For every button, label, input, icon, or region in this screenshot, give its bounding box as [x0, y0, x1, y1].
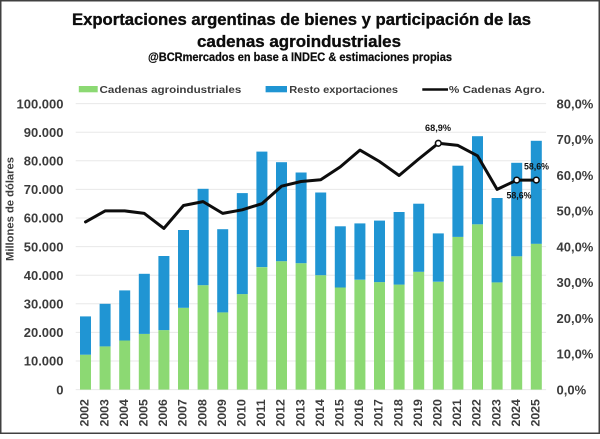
svg-text:2016: 2016 — [354, 399, 366, 426]
svg-text:58,6%: 58,6% — [524, 161, 549, 172]
svg-text:% Cadenas Agro.: % Cadenas Agro. — [449, 85, 545, 96]
svg-text:80.000: 80.000 — [24, 154, 64, 169]
svg-text:58,6%: 58,6% — [507, 190, 532, 201]
svg-text:30,0%: 30,0% — [557, 275, 594, 290]
svg-text:2019: 2019 — [413, 399, 425, 426]
svg-text:70.000: 70.000 — [24, 182, 64, 197]
svg-text:50.000: 50.000 — [24, 239, 64, 254]
svg-text:2002: 2002 — [80, 399, 92, 426]
svg-text:2004: 2004 — [119, 399, 131, 427]
svg-text:20.000: 20.000 — [24, 325, 64, 340]
svg-text:2010: 2010 — [237, 399, 249, 426]
svg-text:@BCRmercados en base a INDEC &: @BCRmercados en base a INDEC & estimacio… — [148, 50, 452, 64]
svg-text:30.000: 30.000 — [24, 297, 64, 312]
svg-text:2015: 2015 — [335, 399, 347, 427]
svg-text:60.000: 60.000 — [24, 211, 64, 226]
svg-text:2018: 2018 — [393, 399, 405, 427]
svg-text:Cadenas agroindustriales: Cadenas agroindustriales — [100, 85, 242, 96]
svg-text:2020: 2020 — [433, 399, 445, 426]
svg-text:2014: 2014 — [315, 399, 327, 427]
svg-text:2011: 2011 — [256, 399, 268, 427]
svg-text:Resto exportaciones: Resto exportaciones — [289, 85, 398, 96]
svg-text:50,0%: 50,0% — [557, 204, 594, 219]
svg-text:2007: 2007 — [178, 399, 190, 426]
svg-text:90.000: 90.000 — [24, 125, 64, 140]
svg-text:2017: 2017 — [374, 399, 386, 426]
svg-text:2022: 2022 — [472, 399, 484, 426]
svg-text:2003: 2003 — [99, 399, 111, 426]
svg-text:100.000: 100.000 — [17, 96, 64, 111]
svg-text:10.000: 10.000 — [24, 354, 64, 369]
svg-text:68,9%: 68,9% — [425, 123, 451, 134]
svg-text:2025: 2025 — [531, 399, 543, 427]
svg-text:60,0%: 60,0% — [557, 168, 594, 183]
svg-text:40,0%: 40,0% — [557, 239, 594, 254]
svg-text:2021: 2021 — [452, 399, 464, 427]
svg-text:2006: 2006 — [158, 399, 170, 426]
svg-text:2008: 2008 — [197, 399, 209, 427]
svg-text:40.000: 40.000 — [24, 268, 64, 283]
svg-text:2024: 2024 — [511, 399, 523, 427]
svg-text:10,0%: 10,0% — [557, 347, 594, 362]
svg-text:0,0%: 0,0% — [557, 382, 587, 397]
svg-text:0: 0 — [56, 382, 63, 397]
svg-text:20,0%: 20,0% — [557, 311, 594, 326]
svg-text:Millones de dólares: Millones de dólares — [5, 157, 17, 261]
svg-text:Exportaciones argentinas de bi: Exportaciones argentinas de bienes y par… — [72, 11, 531, 29]
svg-text:2013: 2013 — [295, 399, 307, 426]
svg-text:80,0%: 80,0% — [557, 96, 594, 111]
svg-text:2005: 2005 — [139, 399, 151, 427]
svg-text:2009: 2009 — [217, 399, 229, 426]
svg-text:2023: 2023 — [491, 399, 503, 426]
svg-text:2012: 2012 — [276, 399, 288, 426]
svg-text:cadenas agroindustriales: cadenas agroindustriales — [197, 33, 401, 51]
svg-text:70,0%: 70,0% — [557, 132, 594, 147]
